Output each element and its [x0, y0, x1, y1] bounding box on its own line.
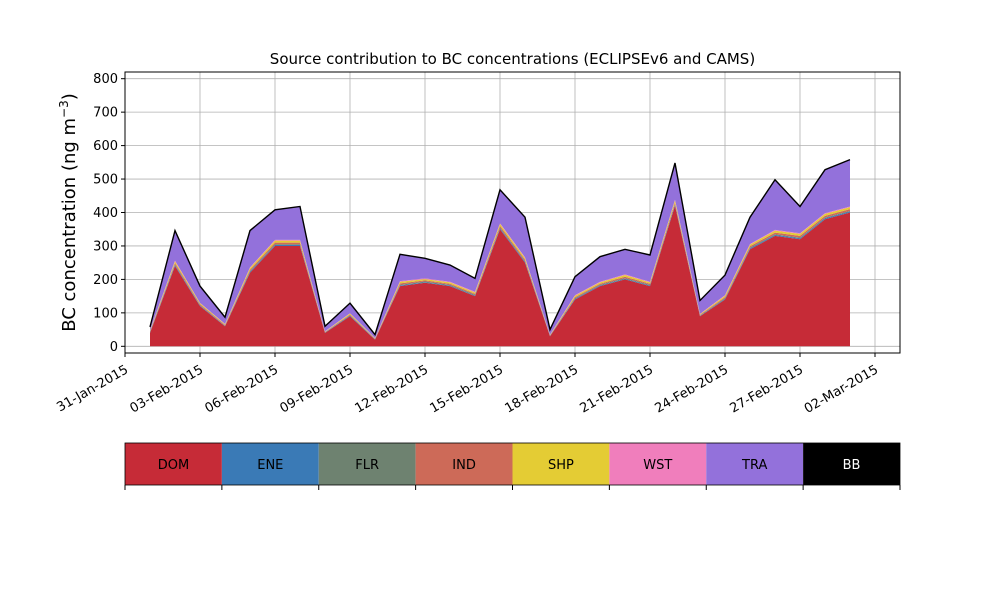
y-tick-label: 200 — [93, 273, 118, 288]
area-tra — [150, 159, 850, 338]
x-tick-label: 27-Feb-2015 — [727, 362, 806, 416]
legend-label-shp: SHP — [548, 458, 574, 473]
x-tick-label: 15-Feb-2015 — [427, 362, 506, 416]
y-tick-label: 300 — [93, 239, 118, 254]
y-tick-label: 500 — [93, 173, 118, 188]
x-tick-label: 02-Mar-2015 — [802, 362, 881, 416]
legend-swatch-wst — [609, 443, 707, 485]
x-tick-label: 12-Feb-2015 — [352, 362, 431, 416]
legend-label-wst: WST — [643, 458, 672, 473]
x-tick-label: 31-Jan-2015 — [54, 362, 131, 415]
legend-swatch-shp — [512, 443, 610, 485]
legend-label-tra: TRA — [741, 458, 767, 473]
legend-swatch-bb — [803, 443, 900, 485]
y-axis-label-close: ) — [59, 93, 80, 100]
x-tick-label: 21-Feb-2015 — [577, 362, 656, 416]
x-axis: 31-Jan-201503-Feb-201506-Feb-201509-Feb-… — [54, 353, 881, 417]
y-tick-label: 800 — [93, 72, 118, 87]
legend-swatch-flr — [318, 443, 416, 485]
y-tick-label: 0 — [110, 340, 118, 355]
x-tick-label: 06-Feb-2015 — [202, 362, 281, 416]
legend-swatch-tra — [706, 443, 804, 485]
legend-label-flr: FLR — [355, 458, 379, 473]
area-dom — [150, 205, 850, 347]
y-tick-label: 600 — [93, 139, 118, 154]
y-tick-label: 700 — [93, 106, 118, 121]
y-axis-label-superscript: −3 — [57, 100, 71, 118]
legend-colorbar: DOM ENE FLR IND SHP WST TRA BB — [124, 442, 901, 490]
legend-swatch-dom — [125, 443, 222, 485]
x-tick-label: 24-Feb-2015 — [652, 362, 731, 416]
y-axis-label: BC concentration (ng m−3) — [57, 93, 80, 332]
x-tick-label: 09-Feb-2015 — [277, 362, 356, 416]
plot-area — [124, 71, 901, 354]
y-tick-label: 100 — [93, 306, 118, 321]
y-tick-label: 400 — [93, 206, 118, 221]
total-outline — [149, 158, 851, 337]
x-tick-label: 18-Feb-2015 — [502, 362, 581, 416]
legend-swatch-ene — [221, 443, 319, 485]
x-tick-label: 03-Feb-2015 — [127, 362, 206, 416]
y-axis: 0 100 200 300 400 500 600 700 800 — [93, 72, 125, 355]
legend-label-ind: IND — [452, 458, 476, 473]
legend-label-ene: ENE — [257, 458, 283, 473]
stacked-areas — [150, 159, 850, 347]
chart-title: Source contribution to BC concentrations… — [270, 50, 755, 68]
legend-swatch-ind — [415, 443, 513, 485]
y-axis-label-main: BC concentration (ng m — [59, 118, 80, 332]
legend-label-bb: BB — [843, 458, 861, 473]
legend-label-dom: DOM — [158, 458, 189, 473]
